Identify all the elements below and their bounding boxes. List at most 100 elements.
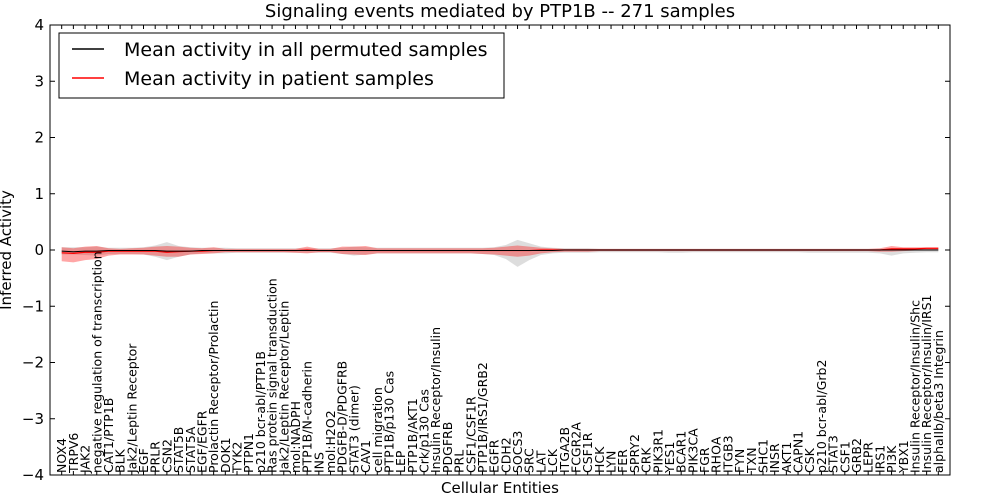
x-tick-label: BLK xyxy=(113,448,128,473)
x-tick-label: PIK3R1 xyxy=(650,429,665,473)
x-tick-label: LYN xyxy=(604,451,619,473)
x-tick-label: YES1 xyxy=(662,442,677,474)
x-tick-label: IRS1 xyxy=(872,445,887,473)
x-tick-label: PTP1B/p130 Cas xyxy=(381,371,396,473)
x-tick-label: PTPN1 xyxy=(241,433,256,473)
x-tick-label: DOK1 xyxy=(218,437,233,473)
legend-label-permuted: Mean activity in all permuted samples xyxy=(124,39,487,61)
x-tick-label: FCGR2A xyxy=(568,422,583,473)
confidence-bands xyxy=(61,239,939,267)
x-tick-label: EGF/EGFR xyxy=(194,410,209,473)
x-tick-label: NOX4 xyxy=(54,438,69,473)
x-tick-label: PIK3CA xyxy=(685,428,700,473)
x-tick-label: INS xyxy=(311,452,326,473)
x-tick-label: LEP xyxy=(393,450,408,473)
x-tick-label: STAT3 (dimer) xyxy=(346,385,361,473)
x-tick-label: Insulin Receptor/Insulin xyxy=(428,327,443,473)
x-tick-label: Prolactin Receptor/Prolactin xyxy=(206,301,221,473)
x-tick-label: TYK2 xyxy=(230,442,245,474)
x-tick-label: EGF xyxy=(136,448,151,473)
x-tick-label: INSR xyxy=(767,443,782,473)
y-tick-label: −1 xyxy=(22,297,44,315)
x-tick-label: ITGB3 xyxy=(720,435,735,473)
x-tick-label: Jak2/Leptin Receptor/Leptin xyxy=(276,301,291,474)
x-tick-label: cell migration xyxy=(370,387,385,473)
y-tick-label: 0 xyxy=(34,241,44,259)
series-lines xyxy=(61,247,939,254)
x-tick-label: FGR xyxy=(697,447,712,473)
x-tick-label: SPRY2 xyxy=(627,434,642,473)
x-tick-label: LCK xyxy=(545,448,560,473)
x-tick-label: Crk/p130 Cas xyxy=(417,389,432,473)
x-tick-label: FYN xyxy=(732,449,747,473)
x-tick-label: CDH2 xyxy=(498,437,513,473)
x-tick-label: CSN2 xyxy=(159,439,174,473)
x-tick-label: HCK xyxy=(592,446,607,473)
y-tick-label: 2 xyxy=(34,129,44,147)
patient-band xyxy=(61,245,939,263)
x-tick-label: GRB2 xyxy=(849,438,864,473)
x-tick-label: STAT5A xyxy=(183,426,198,473)
x-tick-label: Jak2/Leptin Receptor xyxy=(124,343,139,474)
x-tick-label: YBX1 xyxy=(896,440,911,474)
y-tick-label: −3 xyxy=(22,410,44,428)
x-tick-label: p210 bcr-abl/Grb2 xyxy=(814,360,829,473)
x-tick-label: LAT xyxy=(533,450,548,473)
x-tick-label: CRK xyxy=(639,447,654,473)
x-tick-label: PI3K xyxy=(884,445,899,473)
x-tick-label: STAT3 xyxy=(826,435,841,473)
x-tick-label: CSK xyxy=(802,447,817,473)
x-tick-label: RHOA xyxy=(709,436,724,473)
y-tick-label: 4 xyxy=(34,16,44,34)
chart-title: Signaling events mediated by PTP1B -- 27… xyxy=(265,1,735,22)
x-tick-label: CAPN1 xyxy=(791,431,806,473)
x-tick-label: PDGFB-D/PDGFRB xyxy=(335,361,350,473)
x-tick-label: Insulin Receptor/Insulin/IRS1 xyxy=(919,295,934,473)
x-tick-label: CAV1 xyxy=(358,440,373,473)
x-tick-label: CSF1 xyxy=(837,441,852,473)
x-tick-label: AKT1 xyxy=(779,442,794,473)
x-tick-label: BCAR1 xyxy=(674,431,689,473)
permuted-mean-line xyxy=(61,249,939,253)
x-tick-label: CAT1/PTP1B xyxy=(101,398,116,473)
permuted-band xyxy=(61,239,939,267)
x-tick-label: PRLR xyxy=(148,441,163,473)
x-tick-label: TRPV6 xyxy=(66,433,81,474)
x-tick-label: p210 bcr-abl/PTP1B xyxy=(253,351,268,473)
x-tick-label: CSF1/CSF1R xyxy=(463,396,478,473)
x-tick-label: EGFR xyxy=(487,439,502,473)
legend: Mean activity in all permuted samples Me… xyxy=(58,32,505,99)
x-tick-label: ITGA2B xyxy=(557,427,572,473)
legend-box xyxy=(58,32,505,99)
x-tick-label: SRC xyxy=(522,448,537,473)
x-tick-label: PDGFRB xyxy=(440,422,455,473)
x-tick-label: PTP1B/AKT1 xyxy=(405,398,420,473)
x-tick-label: Insulin Receptor/Insulin/Shc xyxy=(907,300,922,473)
x-tick-label: FER xyxy=(615,449,630,473)
x-tick-label: mol:NADPH xyxy=(288,401,303,473)
x-tick-label: mol:H2O2 xyxy=(323,410,338,473)
x-tick-label: SOCS3 xyxy=(510,431,525,473)
x-tick-label: negative regulation of transcription xyxy=(89,251,104,473)
x-tick-label: STAT5B xyxy=(171,427,186,473)
y-tick-label: 1 xyxy=(34,185,44,203)
x-tick-label: alphaIIb/beta3 Integrin xyxy=(931,330,946,473)
y-axis: −4 −3 −2 −1 0 1 2 3 4 xyxy=(22,16,950,484)
x-axis-label: Cellular Entities xyxy=(441,479,559,497)
y-tick-label: −2 xyxy=(22,354,44,372)
x-tick-label: PTP1B/N-cadherin xyxy=(300,361,315,473)
x-tick-label: PTP1B/IRS1/GRB2 xyxy=(475,362,490,473)
x-tick-label: Ras protein signal transduction xyxy=(265,278,280,473)
y-tick-label: 3 xyxy=(34,72,44,90)
y-axis-label: Inferred Activity xyxy=(0,190,15,310)
x-tick-label: TXN xyxy=(744,447,759,474)
x-tick-label: PRL xyxy=(452,450,467,473)
y-tick-label: −4 xyxy=(22,466,44,484)
x-tick-label: SHC1 xyxy=(755,439,770,473)
x-tick-label: CSF1R xyxy=(580,432,595,473)
x-tick-label: JAK2 xyxy=(78,445,93,474)
legend-label-patient: Mean activity in patient samples xyxy=(124,68,434,90)
x-tick-label: LEPR xyxy=(861,442,876,473)
